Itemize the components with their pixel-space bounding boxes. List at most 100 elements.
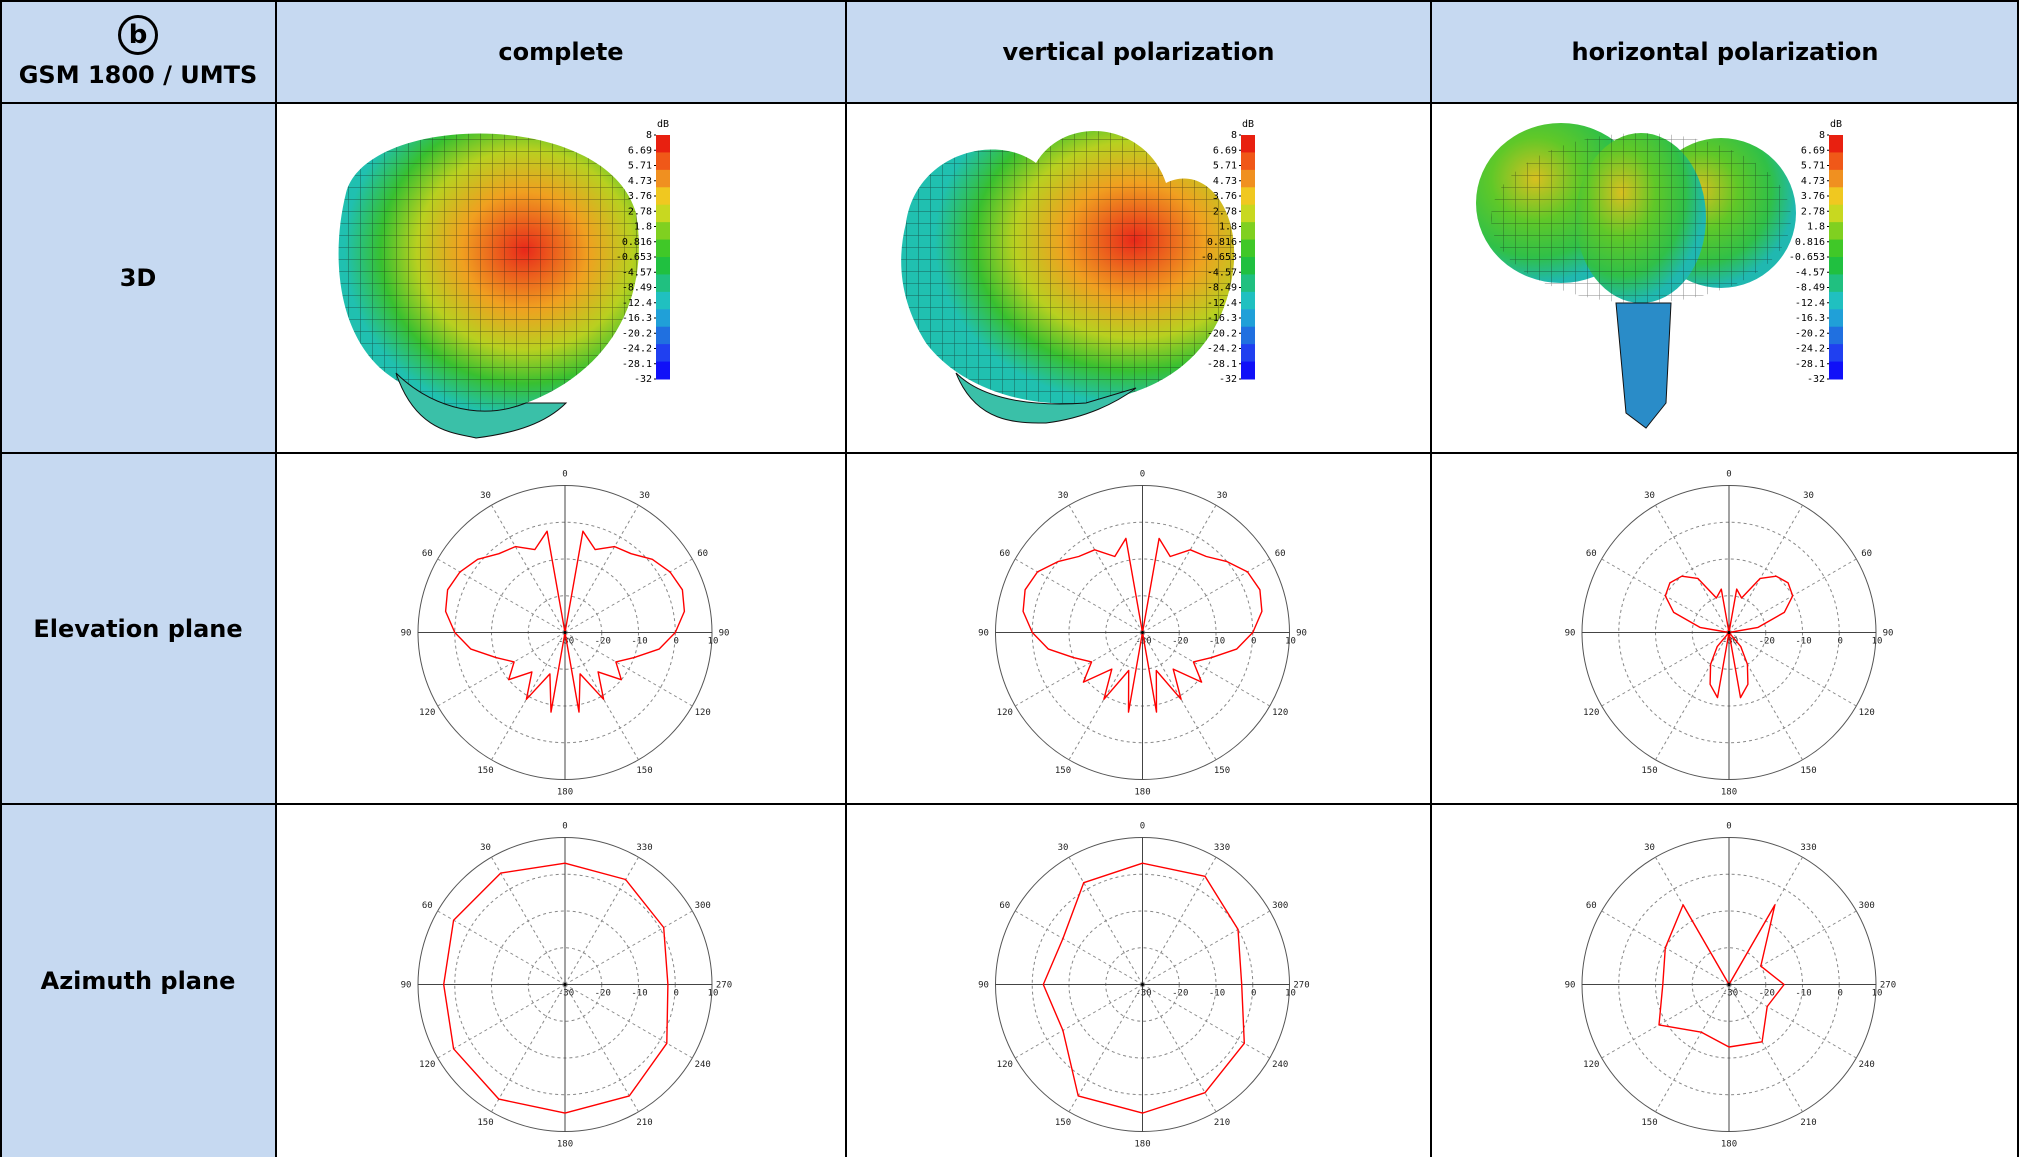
- center-dot: [563, 631, 567, 634]
- colorbar-tick-label: -12.4: [622, 298, 652, 309]
- colorbar-tick-label: -16.3: [1795, 313, 1825, 324]
- angle-label: 60: [422, 901, 433, 911]
- grid-spoke: [1655, 504, 1730, 633]
- table-border: [0, 0, 2, 1157]
- angle-label: 150: [1641, 766, 1657, 776]
- angle-label: 0: [1726, 822, 1731, 832]
- column-header-label: horizontal polarization: [1571, 37, 1879, 66]
- grid-spoke: [1068, 504, 1143, 633]
- row-header-elevation: Elevation plane: [0, 453, 276, 804]
- lower-lobes: [955, 372, 1137, 424]
- colorbar-swatch: [656, 257, 670, 275]
- colorbar-swatch: [1241, 239, 1255, 258]
- colorbar-tick-label: -8.49: [622, 283, 652, 294]
- grid-spoke: [491, 504, 566, 633]
- colorbar-tick-label: -20.2: [1207, 328, 1237, 339]
- angle-label: 30: [1058, 843, 1069, 853]
- angle-label: 120: [695, 708, 711, 718]
- grid-spoke: [437, 984, 566, 1059]
- table-border: [0, 803, 2019, 805]
- grid-spoke: [1728, 632, 1857, 707]
- radial-label: -10: [631, 989, 647, 999]
- colorbar-swatch: [656, 344, 670, 363]
- radial-label: 10: [708, 989, 719, 999]
- grid-spoke: [564, 984, 639, 1113]
- angle-label: 270: [1293, 981, 1309, 991]
- grid-spoke: [1728, 910, 1857, 985]
- angle-label: 30: [480, 491, 491, 501]
- angle-label: 0: [562, 470, 567, 480]
- cell-3d-horizontal: dB 8 6.69 5.71 4.73 3.76 2.78 1.8 0.816 -0.653 -4.…: [1431, 103, 2019, 453]
- mesh-overlay: [1491, 133, 1791, 303]
- angle-label: 90: [401, 981, 412, 991]
- center-dot: [1141, 631, 1144, 634]
- angle-label: 150: [1214, 766, 1230, 776]
- grid-spoke: [1014, 558, 1143, 633]
- cell-azimuth-complete: 0 330 300 270 240 210 180 150 120 90 60 30 -30 -20 -10…: [276, 804, 846, 1157]
- grid-spoke: [437, 632, 566, 707]
- colorbar-swatch: [1241, 222, 1255, 241]
- center-dot: [1727, 631, 1731, 634]
- angle-label: 240: [1272, 1060, 1288, 1070]
- lower-lobes: [395, 372, 568, 439]
- colorbar-swatch: [1241, 135, 1255, 153]
- angle-label: 150: [1055, 1118, 1071, 1128]
- colorbar-tick-label: -28.1: [622, 359, 652, 370]
- radial-label: 0: [674, 637, 679, 647]
- azimuth-polar-complete: 0 330 300 270 240 210 180 150 120 90 60 30 -30 -20 -10…: [401, 822, 733, 1150]
- colorbar-tick-label: 5.71: [1213, 161, 1237, 172]
- colorbar-tick-label: -8.49: [1795, 283, 1825, 294]
- colorbar-unit: dB: [1830, 119, 1842, 130]
- table-border: [0, 452, 2019, 454]
- angle-label: 120: [1583, 708, 1599, 718]
- angle-label: 300: [1272, 901, 1288, 911]
- colorbar-swatch: [1241, 152, 1255, 171]
- grid-spoke: [437, 558, 566, 633]
- pattern-3d-vertical: dB 8 6.69 5.71 4.73 3.76 2.78 1.8 0.816 -0.653 -4.…: [901, 119, 1255, 424]
- angle-label: 30: [1058, 491, 1069, 501]
- colorbar-swatch: [1829, 326, 1843, 345]
- colorbar-swatch: [1241, 257, 1255, 275]
- grid-spoke: [1142, 632, 1271, 707]
- radial-label: 10: [1872, 989, 1883, 999]
- grid-spoke: [564, 504, 639, 633]
- colorbar-tick-label: -0.653: [616, 252, 652, 263]
- colorbar-swatch: [656, 239, 670, 258]
- angle-label: 180: [1134, 1140, 1150, 1150]
- cell-elevation-complete: 0 30 60 90 120 150 180 150 120 90 60 30 -30 -20 -10 0 10: [276, 453, 846, 804]
- grid-spoke: [564, 984, 693, 1059]
- angle-label: 30: [1644, 843, 1655, 853]
- colorbar-swatch: [1241, 291, 1255, 310]
- angle-label: 120: [419, 708, 435, 718]
- table-border: [845, 0, 847, 1157]
- colorbar-tick-label: -24.2: [1795, 344, 1825, 355]
- colorbar-swatch: [1241, 274, 1255, 293]
- colorbar-swatch: [1829, 169, 1843, 188]
- angle-label: 120: [997, 1060, 1013, 1070]
- colorbar-swatch: [656, 169, 670, 188]
- colorbar-tick-label: -32: [1219, 374, 1237, 385]
- colorbar-swatch: [1829, 187, 1843, 206]
- colorbar-tick-label: -0.653: [1789, 252, 1825, 263]
- colorbar-swatch: [1241, 344, 1255, 363]
- colorbar-swatch: [1829, 361, 1843, 380]
- radial-label: 10: [1285, 989, 1296, 999]
- angle-label: 330: [1214, 843, 1230, 853]
- grid-spoke: [1728, 504, 1803, 633]
- colorbar-swatch: [656, 222, 670, 241]
- angle-label: 270: [716, 981, 732, 991]
- grid-spoke: [1142, 856, 1217, 985]
- pattern-3d-complete: dB 8 6.69 5.71 4.73 3.76 2.78 1.8 0.816 -0.653 -4.…: [338, 119, 670, 439]
- grid-spoke: [564, 632, 639, 761]
- cell-elevation-vertical: 0 30 60 90 120 150 180 150 120 90 60 30 -30 -20 -10 0 10: [846, 453, 1431, 804]
- pattern-trace: [1042, 862, 1245, 1114]
- angle-label: 120: [419, 1060, 435, 1070]
- angle-label: 0: [1140, 470, 1145, 480]
- colorbar-swatch: [1829, 344, 1843, 363]
- colorbar-tick-label: -12.4: [1207, 298, 1237, 309]
- angle-label: 120: [1859, 708, 1875, 718]
- colorbar-tick-label: 0.816: [1795, 237, 1825, 248]
- colorbar-swatch: [1241, 187, 1255, 206]
